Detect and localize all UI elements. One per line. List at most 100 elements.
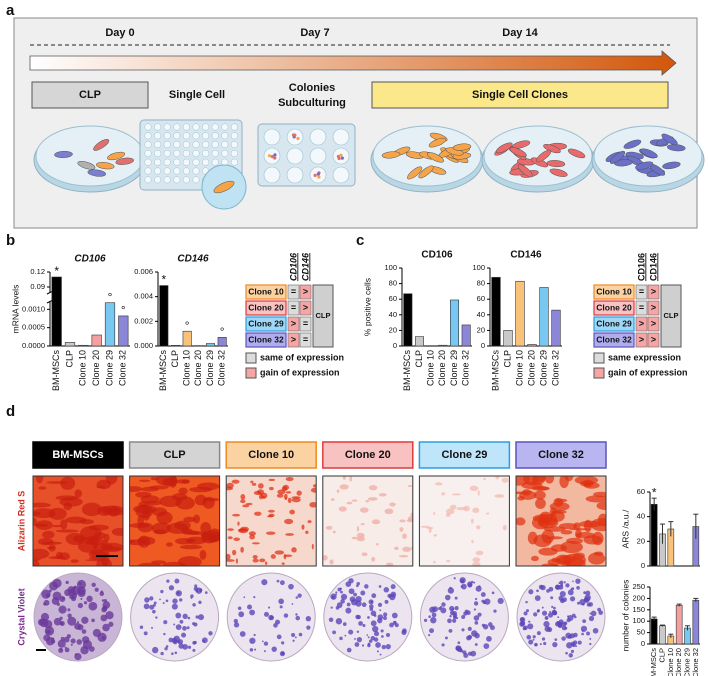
row-label: Clone 32 [248,334,284,344]
stain-spot [240,494,246,500]
stain-spot [284,518,294,525]
stain-spot [138,562,162,566]
colony [366,634,369,636]
colony [523,625,528,630]
well [192,123,200,131]
colony [447,587,455,594]
ars-image [226,476,317,566]
y-axis-label: % positive cells [362,278,372,336]
colony [202,639,205,643]
group-label: Clone 10 [248,449,294,461]
colony [190,594,194,598]
colony [525,609,530,613]
cell [610,150,626,164]
stain-spot [48,544,56,552]
plate [257,123,356,187]
colony [586,631,590,636]
colony [108,621,114,627]
step-box [31,81,149,109]
stain-spot [162,561,186,566]
colony [369,604,374,609]
group-header [418,441,511,469]
stain-spot [227,528,234,531]
colony [355,614,360,620]
colony [279,605,283,609]
stain-spot [60,519,68,530]
cell [54,151,73,158]
bar [449,299,459,347]
colony [166,579,170,583]
colony [523,611,528,616]
stain-spot [351,536,358,540]
well [144,132,152,140]
stain-spot [250,480,254,484]
colony [390,584,396,590]
colony [452,618,457,623]
well [182,167,190,175]
stain-spot [301,524,305,530]
stain-spot [472,557,481,563]
cell [567,148,586,159]
stain-spot [441,492,446,496]
colony [519,616,526,623]
stain-spot [360,507,369,513]
stain-spot [472,561,481,566]
colony [43,599,50,606]
stain-spot [338,506,347,512]
well [154,158,162,166]
colony-cell [273,153,277,157]
colony [358,621,363,626]
stain-spot [313,484,317,488]
colony [80,597,83,601]
cell [647,284,660,300]
stain-spot [398,555,409,558]
stain-spot [81,502,102,517]
well [202,123,210,131]
colony [368,639,373,643]
cell [381,151,401,159]
colony [295,596,299,599]
day-label: Day 7 [300,27,329,39]
x-tick-label: Clone 20 [193,350,203,386]
colony [383,612,388,617]
colony [577,640,582,645]
stain-spot [367,497,378,501]
x-tick-label: Clone 20 [674,648,683,676]
stain-spot [55,495,78,501]
colony [581,632,584,636]
stain-spot [270,554,276,559]
stain-spot [260,492,268,499]
y-tick-label: 0.0000 [22,341,45,350]
colony [278,598,284,605]
stain-spot [285,533,295,536]
panel-letter: a [6,2,15,19]
colony [60,648,63,651]
colony [385,643,391,650]
stain-spot [37,538,54,546]
stain-spot [129,539,135,544]
cell [428,137,447,148]
cell-symbol: > [639,318,644,328]
colony [243,596,246,599]
bar [91,334,102,347]
ars-image [419,476,510,566]
stain-spot [237,521,240,526]
colony [540,584,546,591]
stain-spot [55,529,79,533]
stain-spot [394,546,399,551]
colony [428,615,431,618]
colony [477,612,482,617]
colony [582,603,585,606]
colony [247,604,253,610]
colony [143,603,150,610]
colony-cell [339,153,343,157]
ars-image [129,476,220,566]
colony [482,624,489,630]
colony [580,625,588,632]
colony [563,621,568,625]
row-label-box [593,332,635,348]
stain-spot [283,553,287,560]
row-label-box [245,332,287,348]
colony [550,596,554,600]
